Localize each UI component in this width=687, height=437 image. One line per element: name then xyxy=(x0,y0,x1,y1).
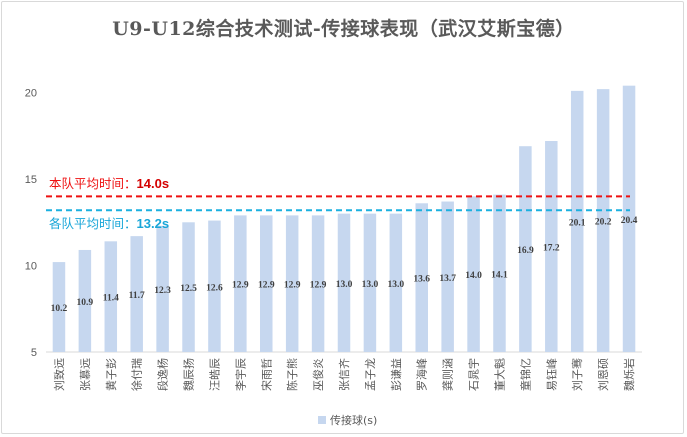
all-teams-average-label: 各队平均时间： xyxy=(49,216,137,232)
bar xyxy=(104,241,118,352)
bar-value-label: 11.7 xyxy=(129,291,145,301)
category-label: 易钰峰 xyxy=(545,358,558,391)
bar-value-label: 12.9 xyxy=(284,281,301,291)
category-label: 童锦亿 xyxy=(518,358,532,391)
bar xyxy=(493,194,506,352)
category-label: 张信齐 xyxy=(337,358,351,391)
bar xyxy=(337,213,351,352)
bar-value-label: 20.1 xyxy=(569,218,586,228)
bar xyxy=(52,262,66,352)
bar xyxy=(596,89,610,353)
y-tick-label: 20 xyxy=(25,88,37,100)
bar-value-label: 12.5 xyxy=(180,284,197,294)
category-label: 石晁宇 xyxy=(468,358,481,391)
bar-value-label: 12.6 xyxy=(206,283,223,293)
bar xyxy=(415,203,428,352)
category-label: 段逸杨 xyxy=(156,358,170,391)
bar-value-label: 10.2 xyxy=(51,304,68,314)
category-label: 张慕远 xyxy=(78,358,92,391)
bar-value-label: 12.9 xyxy=(232,281,249,291)
all-teams-average-note: 各队平均时间：13.2s xyxy=(49,213,169,232)
category-label: 彭谦益 xyxy=(389,358,403,391)
team-average-value: 14.0s xyxy=(136,176,170,192)
bar xyxy=(389,213,403,352)
category-label: 黄子彭 xyxy=(104,358,118,391)
bar xyxy=(208,220,221,352)
y-tick-label: 15 xyxy=(25,174,37,186)
bar-value-label: 11.4 xyxy=(103,294,119,304)
category-label: 刘致远 xyxy=(52,358,66,391)
category-label: 宋雨哲 xyxy=(259,358,273,391)
bar-value-label: 13.7 xyxy=(439,274,456,284)
y-tick-label: 10 xyxy=(25,261,37,273)
bar-value-label: 12.9 xyxy=(258,281,275,291)
bar-value-label: 13.0 xyxy=(336,280,353,290)
category-label: 陈子熊 xyxy=(285,358,299,391)
bar-value-label: 17.2 xyxy=(543,244,560,254)
legend-swatch xyxy=(318,416,326,424)
bar xyxy=(363,213,377,352)
category-label: 罗海峰 xyxy=(415,358,429,391)
bar-value-label: 20.2 xyxy=(595,218,612,228)
bar-value-label: 12.9 xyxy=(310,281,327,291)
bar xyxy=(234,215,247,352)
category-label: 徐付瑞 xyxy=(130,358,144,391)
bar-value-label: 14.0 xyxy=(465,271,482,281)
category-label: 魏烁岩 xyxy=(622,358,636,391)
category-label: 孟子龙 xyxy=(364,358,377,391)
bar-value-label: 13.0 xyxy=(362,280,379,290)
category-label: 魏辰扬 xyxy=(182,358,196,391)
bar xyxy=(260,215,273,352)
category-label: 李宇辰 xyxy=(233,358,247,391)
category-label: 刘恩硕 xyxy=(597,358,610,391)
bar xyxy=(156,225,169,352)
bar-value-label: 20.4 xyxy=(621,216,638,226)
category-label: 刘子骞 xyxy=(570,358,584,391)
bar-value-label: 10.9 xyxy=(77,298,94,308)
all-teams-average-value: 13.2s xyxy=(136,216,170,232)
bar xyxy=(130,236,143,352)
chart-title: U9-U12综合技术测试-传接球表现（武汉艾斯宝德） xyxy=(112,18,575,40)
bar-value-label: 14.1 xyxy=(491,270,508,280)
y-tick-label: 5 xyxy=(31,347,37,359)
bar xyxy=(570,90,584,352)
category-label: 巫俊炎 xyxy=(311,358,325,391)
bar xyxy=(182,222,195,352)
category-label: 汪皓辰 xyxy=(208,358,221,391)
chart-legend: 传接球(s) xyxy=(318,412,377,428)
team-average-note: 本队平均时间：14.0s xyxy=(49,173,169,192)
category-label: 董大魁 xyxy=(492,358,506,391)
bar-value-label: 12.3 xyxy=(154,286,171,296)
bar xyxy=(519,146,532,352)
bar-value-label: 13.0 xyxy=(388,280,405,290)
bar xyxy=(285,215,299,352)
bar xyxy=(78,249,92,352)
bar xyxy=(311,215,325,352)
bar xyxy=(441,201,454,352)
bar xyxy=(545,141,558,352)
bar xyxy=(467,196,480,352)
legend-label: 传接球(s) xyxy=(330,414,378,427)
category-label: 龚则涵 xyxy=(441,358,455,391)
bar xyxy=(622,85,636,352)
team-average-label: 本队平均时间： xyxy=(49,176,137,192)
bar-value-label: 16.9 xyxy=(517,246,534,256)
bar-value-label: 13.6 xyxy=(413,275,430,285)
